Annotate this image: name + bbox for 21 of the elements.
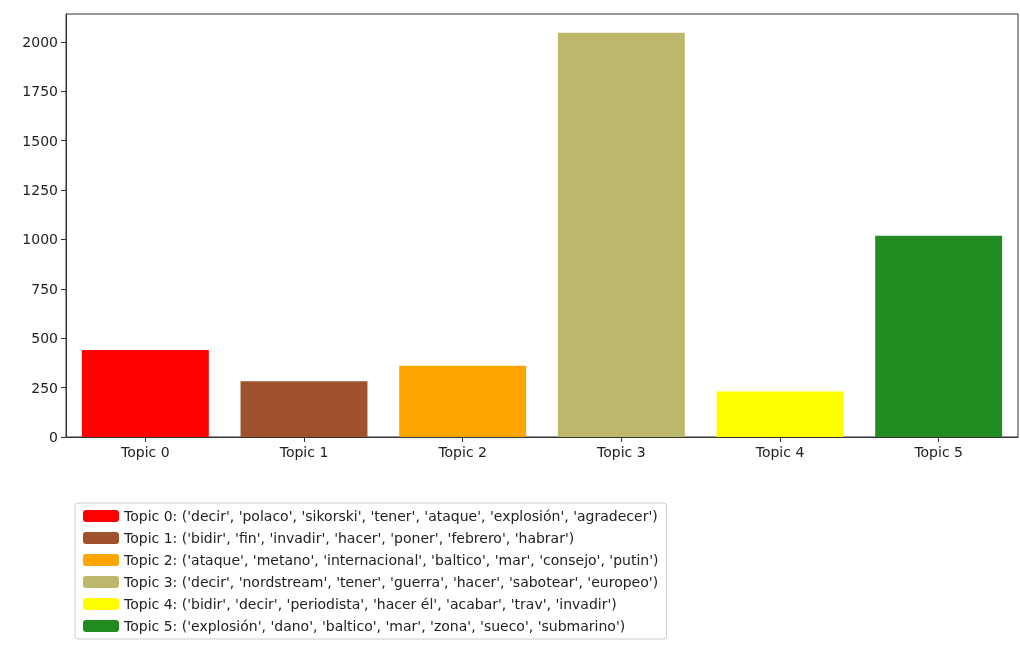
x-tick-label: Topic 3 <box>596 444 646 460</box>
x-tick-label: Topic 1 <box>278 444 329 460</box>
legend-label: Topic 1: ('bidir', 'fin', 'invadir', 'hacer', 'poner', 'febrero', 'habrar') <box>123 530 575 546</box>
legend-label: Topic 4: ('bidir', 'decir', 'periodista', 'hacer él', 'acabar', 'trav', 'invadir') <box>123 596 617 612</box>
legend-label: Topic 5: ('explosión', 'dano', 'baltico', 'mar', 'zona', 'sueco', 'submarino') <box>123 618 626 634</box>
y-tick-label: 500 <box>31 330 58 347</box>
y-tick-label: 2000 <box>22 33 58 50</box>
y-tick-label: 0 <box>49 429 58 445</box>
x-tick-label: Topic 0 <box>120 444 170 460</box>
x-tick-label: Topic 4 <box>754 444 805 460</box>
y-tick-label: 1250 <box>22 182 58 199</box>
x-tick-label: Topic 5 <box>913 444 963 460</box>
y-tick-label: 1000 <box>22 231 58 248</box>
y-tick-label: 250 <box>31 379 58 396</box>
legend-label: Topic 2: ('ataque', 'metano', 'internacional', 'baltico', 'mar', 'consejo', 'putin') <box>123 552 659 568</box>
y-tick-label: 1500 <box>22 132 58 149</box>
x-tick-label: Topic 2 <box>437 444 487 460</box>
y-tick-label: 1750 <box>22 83 58 100</box>
legend-label: Topic 0: ('decir', 'polaco', 'sikorski', 'tener', 'ataque', 'explosión', 'agradecer') <box>123 508 658 524</box>
legend-label: Topic 3: ('decir', 'nordstream', 'tener', 'guerra', 'hacer', 'sabotear', 'europeo') <box>123 574 659 590</box>
y-tick-label: 750 <box>31 280 58 297</box>
